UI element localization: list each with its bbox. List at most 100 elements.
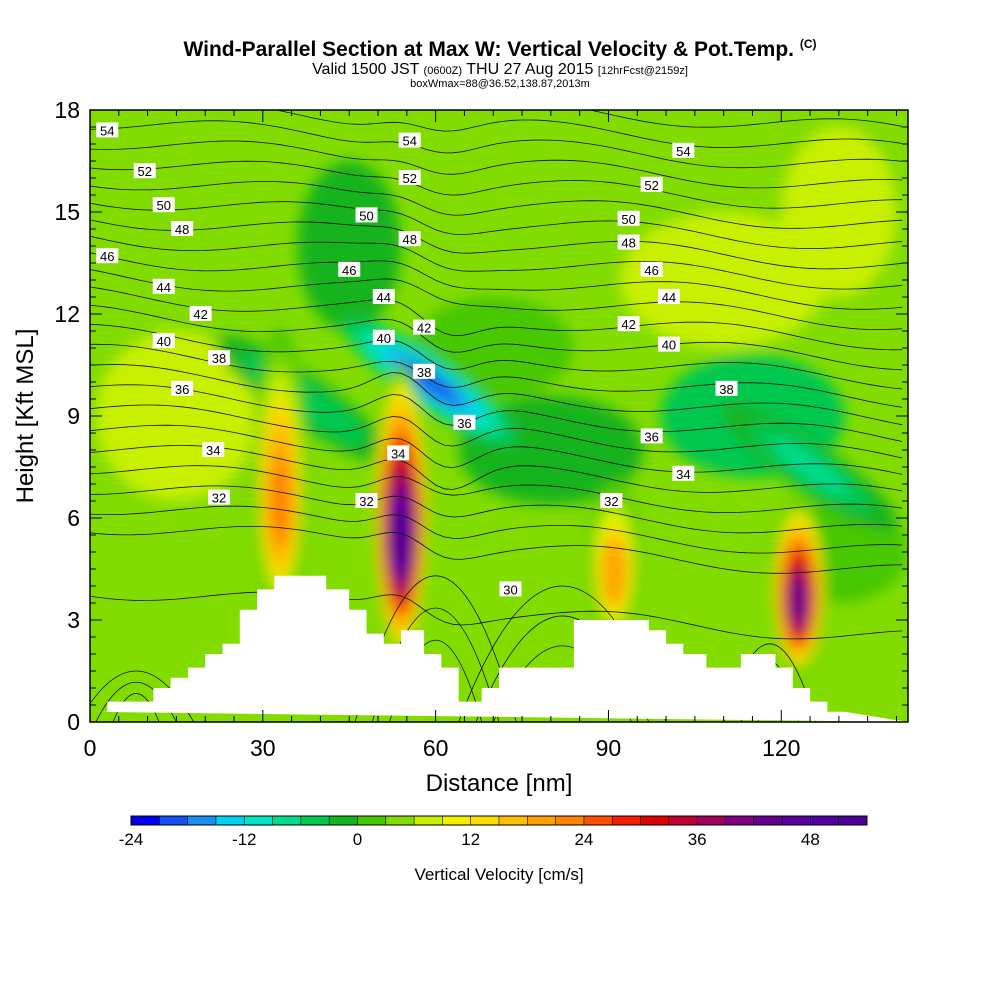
svg-text:34: 34 [391,446,405,461]
svg-text:32: 32 [604,494,618,509]
isentrope-line [90,384,903,442]
isentrope-line [90,445,903,493]
svg-text:32: 32 [359,494,373,509]
isentrope-label: 44 [657,289,680,305]
isentrope-label: 40 [372,329,395,346]
svg-text:32: 32 [212,491,226,506]
isentrope-line [90,235,903,290]
isentrope-label: 42 [189,306,212,322]
svg-text:36: 36 [644,429,658,444]
isentrope-line [90,465,903,513]
y-tick-label: 12 [54,301,80,327]
y-tick-label: 0 [67,709,80,735]
svg-text:52: 52 [644,178,658,193]
isentrope-label: 34 [202,442,225,458]
y-tick-label: 9 [67,403,80,429]
isentrope-line [90,252,903,310]
isentrope-label: 40 [657,336,680,353]
colorbar-tick-label: 0 [353,830,362,849]
svg-text:48: 48 [621,236,635,251]
isentrope-label: 50 [152,197,175,213]
colorbar-swatch [385,816,415,825]
isentrope-label: 34 [672,465,695,482]
svg-text:44: 44 [157,280,171,295]
svg-text:40: 40 [157,334,171,349]
colorbar-swatch [640,816,670,825]
colorbar-swatch [187,816,217,825]
colorbar-tick-label: 48 [801,830,820,849]
x-tick-label: 0 [84,735,97,761]
colorbar-swatch [499,816,528,825]
isentrope-line [90,364,903,426]
colorbar-tick-label: 36 [688,830,707,849]
isentrope-line [90,160,903,209]
isentrope-line [90,591,903,640]
svg-text:36: 36 [457,416,471,431]
y-tick-label: 18 [54,97,80,123]
svg-text:44: 44 [377,290,391,305]
isentrope-labels: 54 52 50 48 46 44 42 40 38 36 34 32 54 52 50 48 46 44 42 40… [96,122,738,597]
isentrope-line [90,404,903,459]
colorbar-swatch [753,816,783,825]
x-tick-label: 60 [423,735,449,761]
colorbar-swatch [810,816,840,825]
isentrope-label: 44 [372,289,395,305]
svg-text:50: 50 [359,208,373,223]
colorbar-swatch [612,816,642,825]
colorbar-tick-label: 12 [461,830,480,849]
isentrope-line [90,323,903,390]
svg-text:46: 46 [644,263,658,278]
colorbar-tick-label: 24 [574,830,593,849]
isentrope-label: 52 [398,170,421,186]
isentrope-label: 38 [208,350,231,366]
colorbar-swatch [527,816,557,825]
isentrope-label: 50 [355,207,378,223]
colorbar-swatch [159,816,189,825]
x-tick-label: 120 [762,735,800,761]
copyright-mark: (C) [799,37,817,51]
isentrope-line [588,110,903,128]
isentrope-line [90,424,903,475]
isentrope-label: 32 [600,493,623,509]
colorbar-swatch [131,816,160,825]
svg-text:36: 36 [175,382,189,397]
isentrope-label: 54 [398,132,421,149]
colorbar-swatch [668,816,698,825]
chart-box-info: boxWmax=88@36.52,138.87,2013m [410,78,590,90]
isentrope-label: 44 [152,278,175,295]
colorbar-swatch [782,816,811,825]
isentrope-label: 50 [617,210,640,227]
svg-text:42: 42 [621,317,635,332]
colorbar: -24 -12 0 12 24 36 48 [119,815,868,849]
isentrope-line [90,286,903,351]
svg-text:42: 42 [417,321,431,336]
isentrope-label: 42 [617,316,640,332]
svg-text:48: 48 [175,222,189,237]
colorbar-swatch [215,816,245,825]
svg-text:46: 46 [100,249,114,264]
colorbar-swatch [329,816,358,825]
svg-text:40: 40 [377,331,391,346]
x-axis-label: Distance [nm] [426,770,573,797]
terrain-mask [90,575,908,722]
y-tick-label: 6 [67,505,80,531]
isentrope-label: 40 [152,333,175,349]
colorbar-swatch [697,816,726,825]
colorbar-swatch [272,816,302,825]
svg-text:34: 34 [206,443,220,458]
svg-text:34: 34 [676,467,690,482]
isentrope-line [90,120,903,169]
isentrope-label: 48 [398,231,421,247]
vertical-velocity-field [90,110,908,722]
svg-text:50: 50 [621,212,635,227]
y-tick-label: 3 [67,607,80,633]
isentrope-label: 48 [617,234,640,251]
svg-text:40: 40 [662,338,676,353]
colorbar-swatch [725,816,755,825]
colorbar-swatch [470,816,500,825]
isentrope-label: 38 [413,363,436,380]
colorbar-swatch [357,816,387,825]
